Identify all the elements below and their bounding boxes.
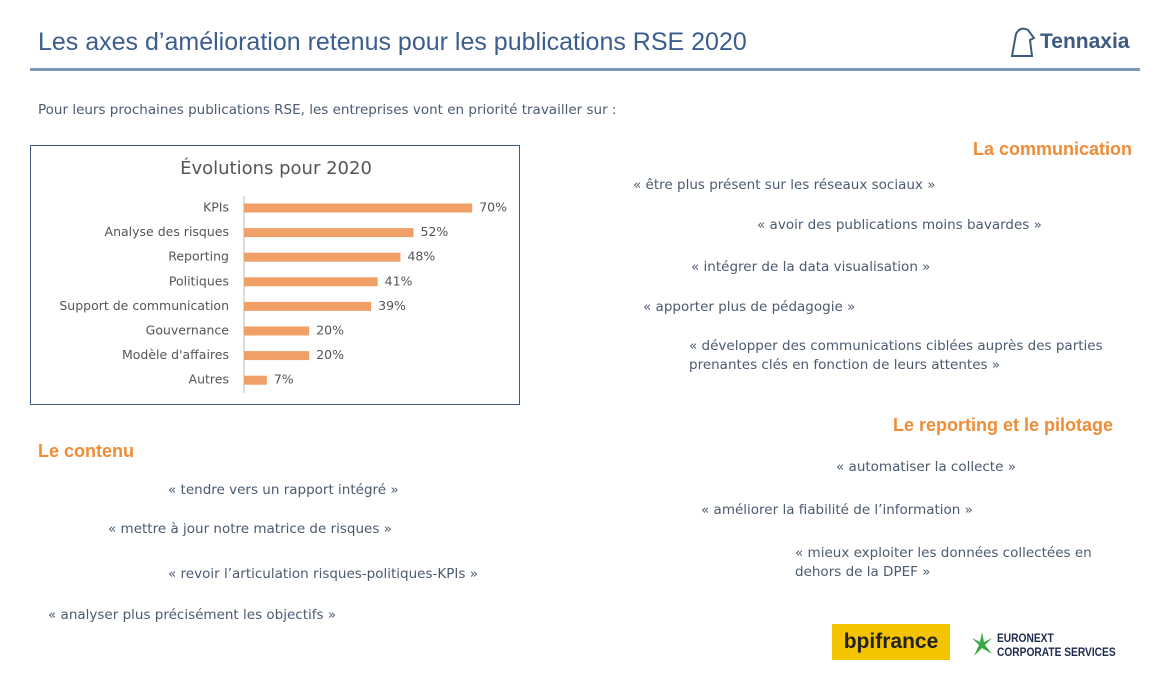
bpifrance-logo: bpifrance xyxy=(832,624,950,660)
category-label: KPIs xyxy=(203,200,229,215)
section-title: Le contenu xyxy=(38,441,135,461)
title-rule xyxy=(30,68,1140,71)
bar xyxy=(244,326,310,336)
bar xyxy=(244,351,310,361)
value-label: 39% xyxy=(378,298,406,313)
quote: « améliorer la fiabilité de l’informatio… xyxy=(701,502,973,518)
bar xyxy=(244,252,401,262)
chart-title: Évolutions pour 2020 xyxy=(180,157,372,179)
quote: « apporter plus de pédagogie » xyxy=(643,299,856,315)
value-label: 7% xyxy=(274,372,294,387)
quote: « tendre vers un rapport intégré » xyxy=(168,482,399,498)
category-label: Gouvernance xyxy=(146,323,230,338)
value-label: 41% xyxy=(385,273,413,288)
value-label: 20% xyxy=(316,347,344,362)
euronext-logo: EURONEXT xyxy=(997,631,1054,645)
intro-text: Pour leurs prochaines publications RSE, … xyxy=(38,102,617,118)
quote: « intégrer de la data visualisation » xyxy=(691,259,931,275)
bar xyxy=(244,277,378,287)
quote: « mettre à jour notre matrice de risques… xyxy=(108,521,392,537)
euronext-logo-sub: CORPORATE SERVICES xyxy=(997,645,1116,659)
quote: « développer des communications ciblées … xyxy=(689,338,1103,373)
value-label: 52% xyxy=(421,224,449,239)
category-label: Politiques xyxy=(169,273,229,288)
bar xyxy=(244,228,414,238)
value-label: 48% xyxy=(407,249,435,264)
section-title: La communication xyxy=(972,139,1132,159)
value-label: 20% xyxy=(316,323,344,338)
quote: « avoir des publications moins bavardes … xyxy=(757,217,1042,233)
slide-title: Les axes d’amélioration retenus pour les… xyxy=(38,28,747,56)
category-label: Support de communication xyxy=(59,298,229,313)
quote: « être plus présent sur les réseaux soci… xyxy=(633,177,936,193)
quote: « revoir l’articulation risques-politiqu… xyxy=(168,566,478,582)
category-label: Modèle d'affaires xyxy=(122,347,229,362)
euronext-icon xyxy=(972,632,992,656)
quote: « mieux exploiter les données collectées… xyxy=(795,545,1092,580)
quote: « automatiser la collecte » xyxy=(836,459,1016,475)
value-label: 70% xyxy=(479,200,507,215)
category-label: Reporting xyxy=(168,249,229,264)
category-label: Analyse des risques xyxy=(105,224,229,239)
category-label: Autres xyxy=(189,372,229,387)
bar xyxy=(244,203,473,213)
logo: Tennaxia xyxy=(1040,30,1130,53)
bar xyxy=(244,375,267,385)
bar xyxy=(244,301,372,311)
quote: « analyser plus précisément les objectif… xyxy=(48,607,337,623)
logo-icon xyxy=(1010,27,1036,57)
section-title: Le reporting et le pilotage xyxy=(892,415,1113,435)
chart: Évolutions pour 2020 KPIs 70% Analyse des … xyxy=(30,145,520,405)
